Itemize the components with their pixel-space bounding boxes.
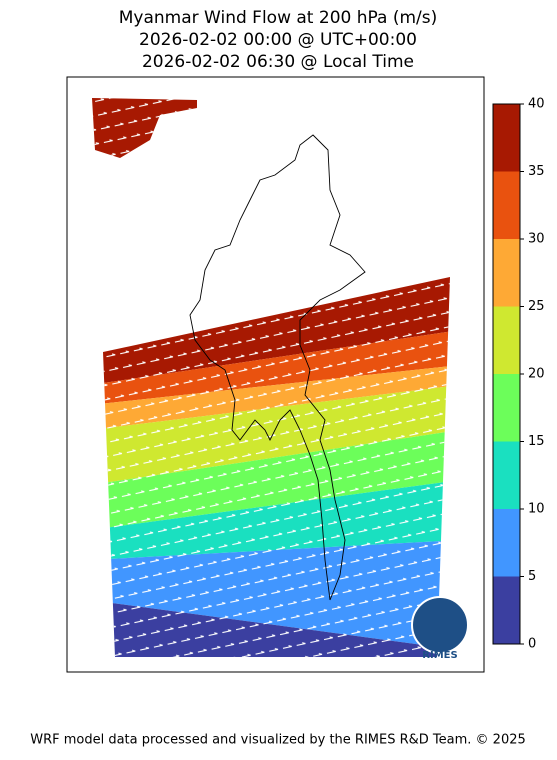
colorbar-tick-label: 25 bbox=[528, 299, 545, 314]
colorbar-segment bbox=[493, 171, 520, 239]
title: Myanmar Wind Flow at 200 hPa (m/s) bbox=[119, 8, 437, 28]
colorbar-segment bbox=[493, 104, 520, 172]
map-frame bbox=[66, 76, 485, 673]
title: 2026-02-02 06:30 @ Local Time bbox=[142, 52, 414, 72]
colorbar-tick-label: 35 bbox=[528, 164, 545, 179]
logo bbox=[411, 596, 469, 654]
colorbar-segment bbox=[493, 239, 520, 307]
colorbar-tick-label: 10 bbox=[528, 502, 545, 517]
colorbar-tick-label: 20 bbox=[528, 367, 545, 382]
colorbar: 0 5 10 15 20 25 30 35 40 bbox=[492, 97, 545, 652]
colorbar-segment bbox=[493, 509, 520, 577]
colorbar-tick-label: 40 bbox=[528, 97, 545, 112]
footer: WRF model data processed and visualized … bbox=[30, 733, 526, 748]
colorbar-segment bbox=[493, 441, 520, 509]
colorbar-tick-label: 5 bbox=[528, 569, 536, 584]
colorbar-tick-label: 30 bbox=[528, 232, 545, 247]
wind-arrows bbox=[103, 277, 450, 657]
country-outline bbox=[189, 134, 366, 601]
colorbar-tick-label: 15 bbox=[528, 434, 545, 449]
wind-arrows bbox=[92, 98, 197, 158]
title: 2026-02-02 00:00 @ UTC+00:00 bbox=[139, 30, 417, 50]
logo-text: RIMES bbox=[422, 650, 457, 661]
colorbar-segment bbox=[493, 306, 520, 374]
colorbar-segment bbox=[493, 374, 520, 442]
colorbar-tick-label: 0 bbox=[528, 637, 536, 652]
colorbar-segment bbox=[493, 576, 520, 644]
